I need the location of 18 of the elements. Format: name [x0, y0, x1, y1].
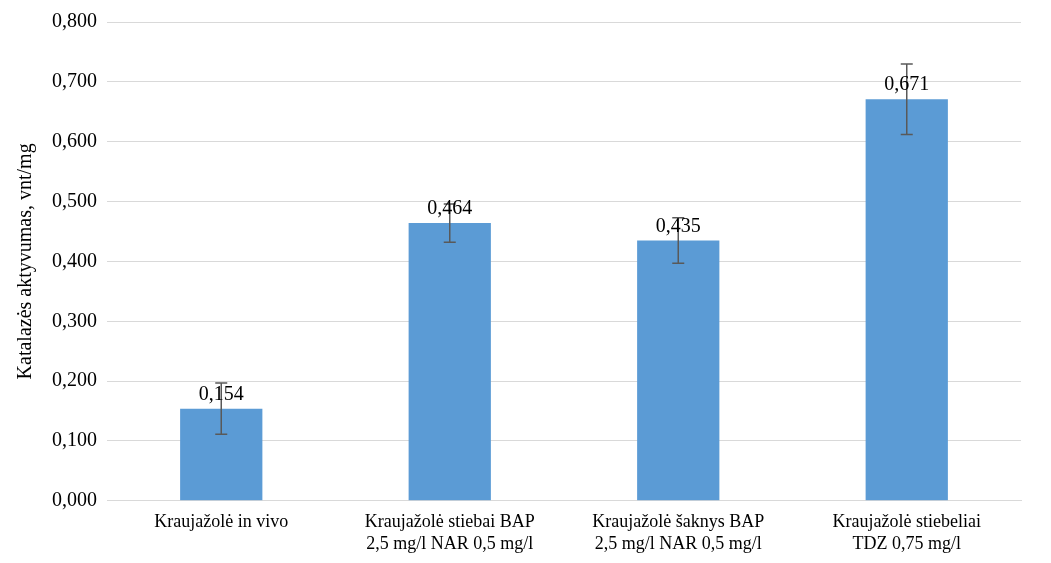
bar [408, 223, 491, 501]
y-tick-label: 0,600 [52, 128, 97, 151]
y-tick-label: 0,800 [52, 9, 97, 32]
x-tick-label: Kraujažolė stiebai BAP 2,5 mg/l NAR 0,5 mg/l [364, 511, 535, 553]
x-tick-label: Kraujažolė stiebeliai TDZ 0,75 mg/l [832, 511, 981, 553]
bar [637, 240, 720, 501]
y-tick-label: 0,700 [52, 69, 97, 92]
y-tick-label: 0,400 [52, 248, 97, 271]
bar [865, 99, 948, 501]
bar [180, 408, 263, 501]
y-tick-label: 0,500 [52, 188, 97, 211]
y-tick-label: 0,200 [52, 368, 97, 391]
y-tick-label: 0,100 [52, 428, 97, 451]
x-tick-label: Kraujažolė in vivo [154, 511, 289, 532]
y-tick-label: 0,300 [52, 308, 97, 331]
y-tick-label: 0,000 [52, 488, 97, 511]
x-tick-label: Kraujažolė šaknys BAP 2,5 mg/l NAR 0,5 mg/l [592, 511, 765, 553]
y-axis-title: Katalazės aktyvumas, vnt/mg [13, 143, 37, 380]
